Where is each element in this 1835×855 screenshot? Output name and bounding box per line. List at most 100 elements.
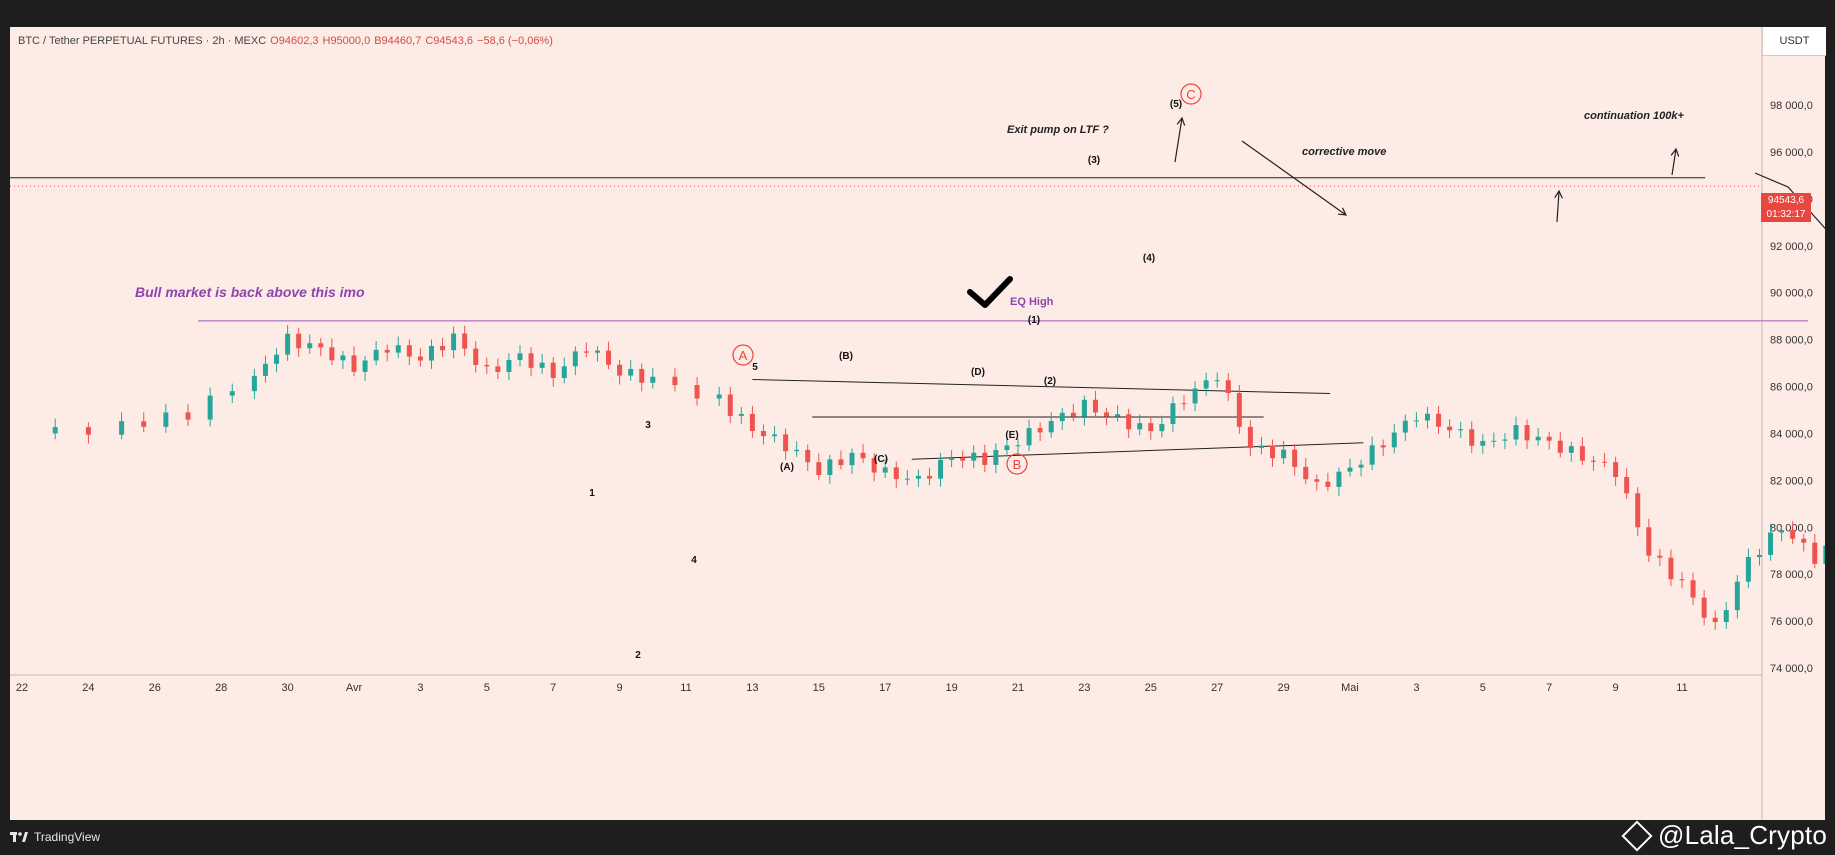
candle-body <box>727 394 733 416</box>
x-tick-label: 3 <box>1413 682 1419 694</box>
candle-body <box>1469 429 1475 446</box>
candle-body <box>1092 399 1098 413</box>
continuation-arrow <box>1671 148 1677 176</box>
candle-body <box>52 427 58 434</box>
candle-body <box>484 364 490 367</box>
candle-body <box>1458 429 1464 431</box>
candle-body <box>1635 493 1641 528</box>
candle-body <box>185 412 191 420</box>
candle-body <box>1281 449 1287 459</box>
candle-body <box>395 345 401 353</box>
candle-body <box>904 478 910 480</box>
candle-body <box>893 467 899 480</box>
y-tick-label: 74 000,0 <box>1770 663 1813 675</box>
circled-wave-label: A <box>739 348 748 363</box>
candle-body <box>262 363 268 376</box>
x-tick-label: Avr <box>346 682 363 694</box>
candle-body <box>838 459 844 466</box>
candle-body <box>1424 413 1430 421</box>
candle-body <box>915 475 921 479</box>
x-tick-label: Mai <box>1341 682 1359 694</box>
x-tick-label: 11 <box>680 682 691 694</box>
candle-body <box>1369 445 1375 465</box>
candle-body <box>1613 462 1619 478</box>
price-unit-button[interactable]: USDT <box>1762 27 1826 56</box>
candle-body <box>1646 527 1652 556</box>
candle-body <box>1413 420 1419 422</box>
candle-body <box>1502 439 1508 441</box>
candle-body <box>1037 428 1043 433</box>
candle-body <box>285 333 291 355</box>
low-value: B94460,7 <box>374 35 422 47</box>
candle-body <box>318 343 324 348</box>
x-tick-label: 13 <box>746 682 758 694</box>
y-tick-label: 82 000,0 <box>1770 475 1813 487</box>
candle-body <box>1436 413 1442 427</box>
x-tick-label: 30 <box>281 682 293 694</box>
current-price-badge: 94543,6 01:32:17 <box>1761 193 1811 222</box>
x-tick-label: 3 <box>417 682 423 694</box>
open-value: O94602,3 <box>270 35 319 47</box>
continuation-annotation: continuation 100k+ <box>1584 110 1685 122</box>
x-tick-label: 9 <box>1613 682 1619 694</box>
candle-body <box>296 333 302 349</box>
binance-logo-icon <box>1621 819 1653 852</box>
candle-body <box>1546 436 1552 441</box>
candle-body <box>1801 538 1807 543</box>
projection-arrow-head <box>1554 189 1563 199</box>
candle-body <box>1579 446 1585 461</box>
checkmark-icon <box>967 276 1013 308</box>
candle-body <box>1679 579 1685 581</box>
circled-wave-marker <box>1006 453 1028 475</box>
x-tick-label: 7 <box>1546 682 1552 694</box>
corrective-arrow-head <box>1337 207 1348 216</box>
candle-body <box>1812 542 1818 564</box>
price-chart[interactable]: 74 000,076 000,078 000,080 000,082 000,0… <box>10 27 1825 820</box>
exit-pump-arrow <box>1174 117 1183 163</box>
candle-body <box>384 349 390 353</box>
candle-body <box>528 353 534 368</box>
x-tick-label: 26 <box>149 682 161 694</box>
candle-body <box>760 430 766 437</box>
author-watermark: @Lala_Crypto <box>1621 819 1827 852</box>
candle-body <box>1126 414 1132 430</box>
x-tick-label: 21 <box>1012 682 1024 694</box>
corrective-move-annotation: corrective move <box>1302 146 1386 158</box>
candle-body <box>119 421 125 435</box>
candle-body <box>1115 414 1121 417</box>
candle-body <box>860 452 866 459</box>
candle-body <box>1712 617 1718 623</box>
candle-body <box>141 421 147 427</box>
wave-label: 3 <box>645 420 651 431</box>
symbol-title[interactable]: BTC / Tether PERPETUAL FUTURES · 2h · ME… <box>18 35 267 47</box>
exit-pump-arrow-head <box>1176 116 1186 126</box>
candle-body <box>827 459 833 476</box>
candle-body <box>307 343 313 349</box>
candle-body <box>1214 380 1220 382</box>
candle-body <box>1247 426 1253 448</box>
candle-body <box>1170 403 1176 425</box>
x-tick-label: 7 <box>550 682 556 694</box>
candle-body <box>1015 445 1021 447</box>
circled-wave-label: B <box>1013 457 1022 472</box>
candle-body <box>982 452 988 465</box>
candle-body <box>938 459 944 479</box>
candle-body <box>594 350 600 353</box>
y-tick-label: 96 000,0 <box>1770 147 1813 159</box>
corrective-arrow <box>1241 140 1347 216</box>
wave-label: (5) <box>1170 99 1182 110</box>
chart-panel[interactable]: 74 000,0 76 000,0 78 000,0 80 000,0 82 000,0… <box>10 27 1826 820</box>
candle-body <box>1690 580 1696 598</box>
candle-body <box>1391 432 1397 448</box>
candle-body <box>473 348 479 365</box>
wave-label: (B) <box>839 351 853 362</box>
tradingview-logo-icon <box>10 832 28 842</box>
x-tick-label: 11 <box>1676 682 1687 694</box>
tradingview-brand[interactable]: TradingView <box>10 830 100 844</box>
candle-body <box>783 434 789 452</box>
x-tick-label: 17 <box>879 682 891 694</box>
candle-body <box>517 353 523 360</box>
candle-body <box>539 362 545 368</box>
candle-body <box>1602 461 1608 463</box>
candle-body <box>1568 446 1574 453</box>
